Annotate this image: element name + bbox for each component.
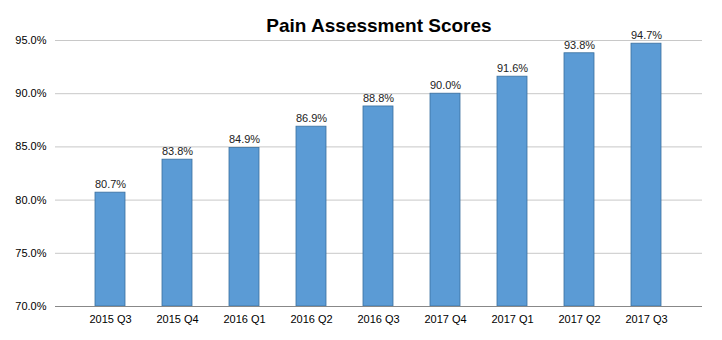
svg-text:88.8%: 88.8% [363,92,394,104]
svg-text:91.6%: 91.6% [497,62,528,74]
svg-text:83.8%: 83.8% [162,145,193,157]
svg-text:2017 Q2: 2017 Q2 [558,313,600,325]
svg-text:94.7%: 94.7% [631,29,662,41]
svg-text:86.9%: 86.9% [296,112,327,124]
svg-text:90.0%: 90.0% [15,87,46,99]
svg-text:2017 Q4: 2017 Q4 [424,313,466,325]
svg-text:84.9%: 84.9% [229,133,260,145]
svg-text:85.0%: 85.0% [15,140,46,152]
svg-text:2017 Q1: 2017 Q1 [491,313,533,325]
svg-text:2015 Q3: 2015 Q3 [89,313,131,325]
svg-text:2015 Q4: 2015 Q4 [156,313,198,325]
svg-text:70.0%: 70.0% [15,300,46,312]
svg-text:80.7%: 80.7% [95,178,126,190]
svg-text:2016 Q3: 2016 Q3 [357,313,399,325]
svg-text:95.0%: 95.0% [15,34,46,46]
svg-text:Pain Assessment Scores: Pain Assessment Scores [266,15,491,36]
svg-text:2017 Q3: 2017 Q3 [625,313,667,325]
svg-text:90.0%: 90.0% [430,79,461,91]
svg-text:2016 Q1: 2016 Q1 [223,313,265,325]
svg-text:93.8%: 93.8% [564,39,595,51]
svg-text:2016 Q2: 2016 Q2 [290,313,332,325]
svg-text:80.0%: 80.0% [15,194,46,206]
svg-text:75.0%: 75.0% [15,247,46,259]
